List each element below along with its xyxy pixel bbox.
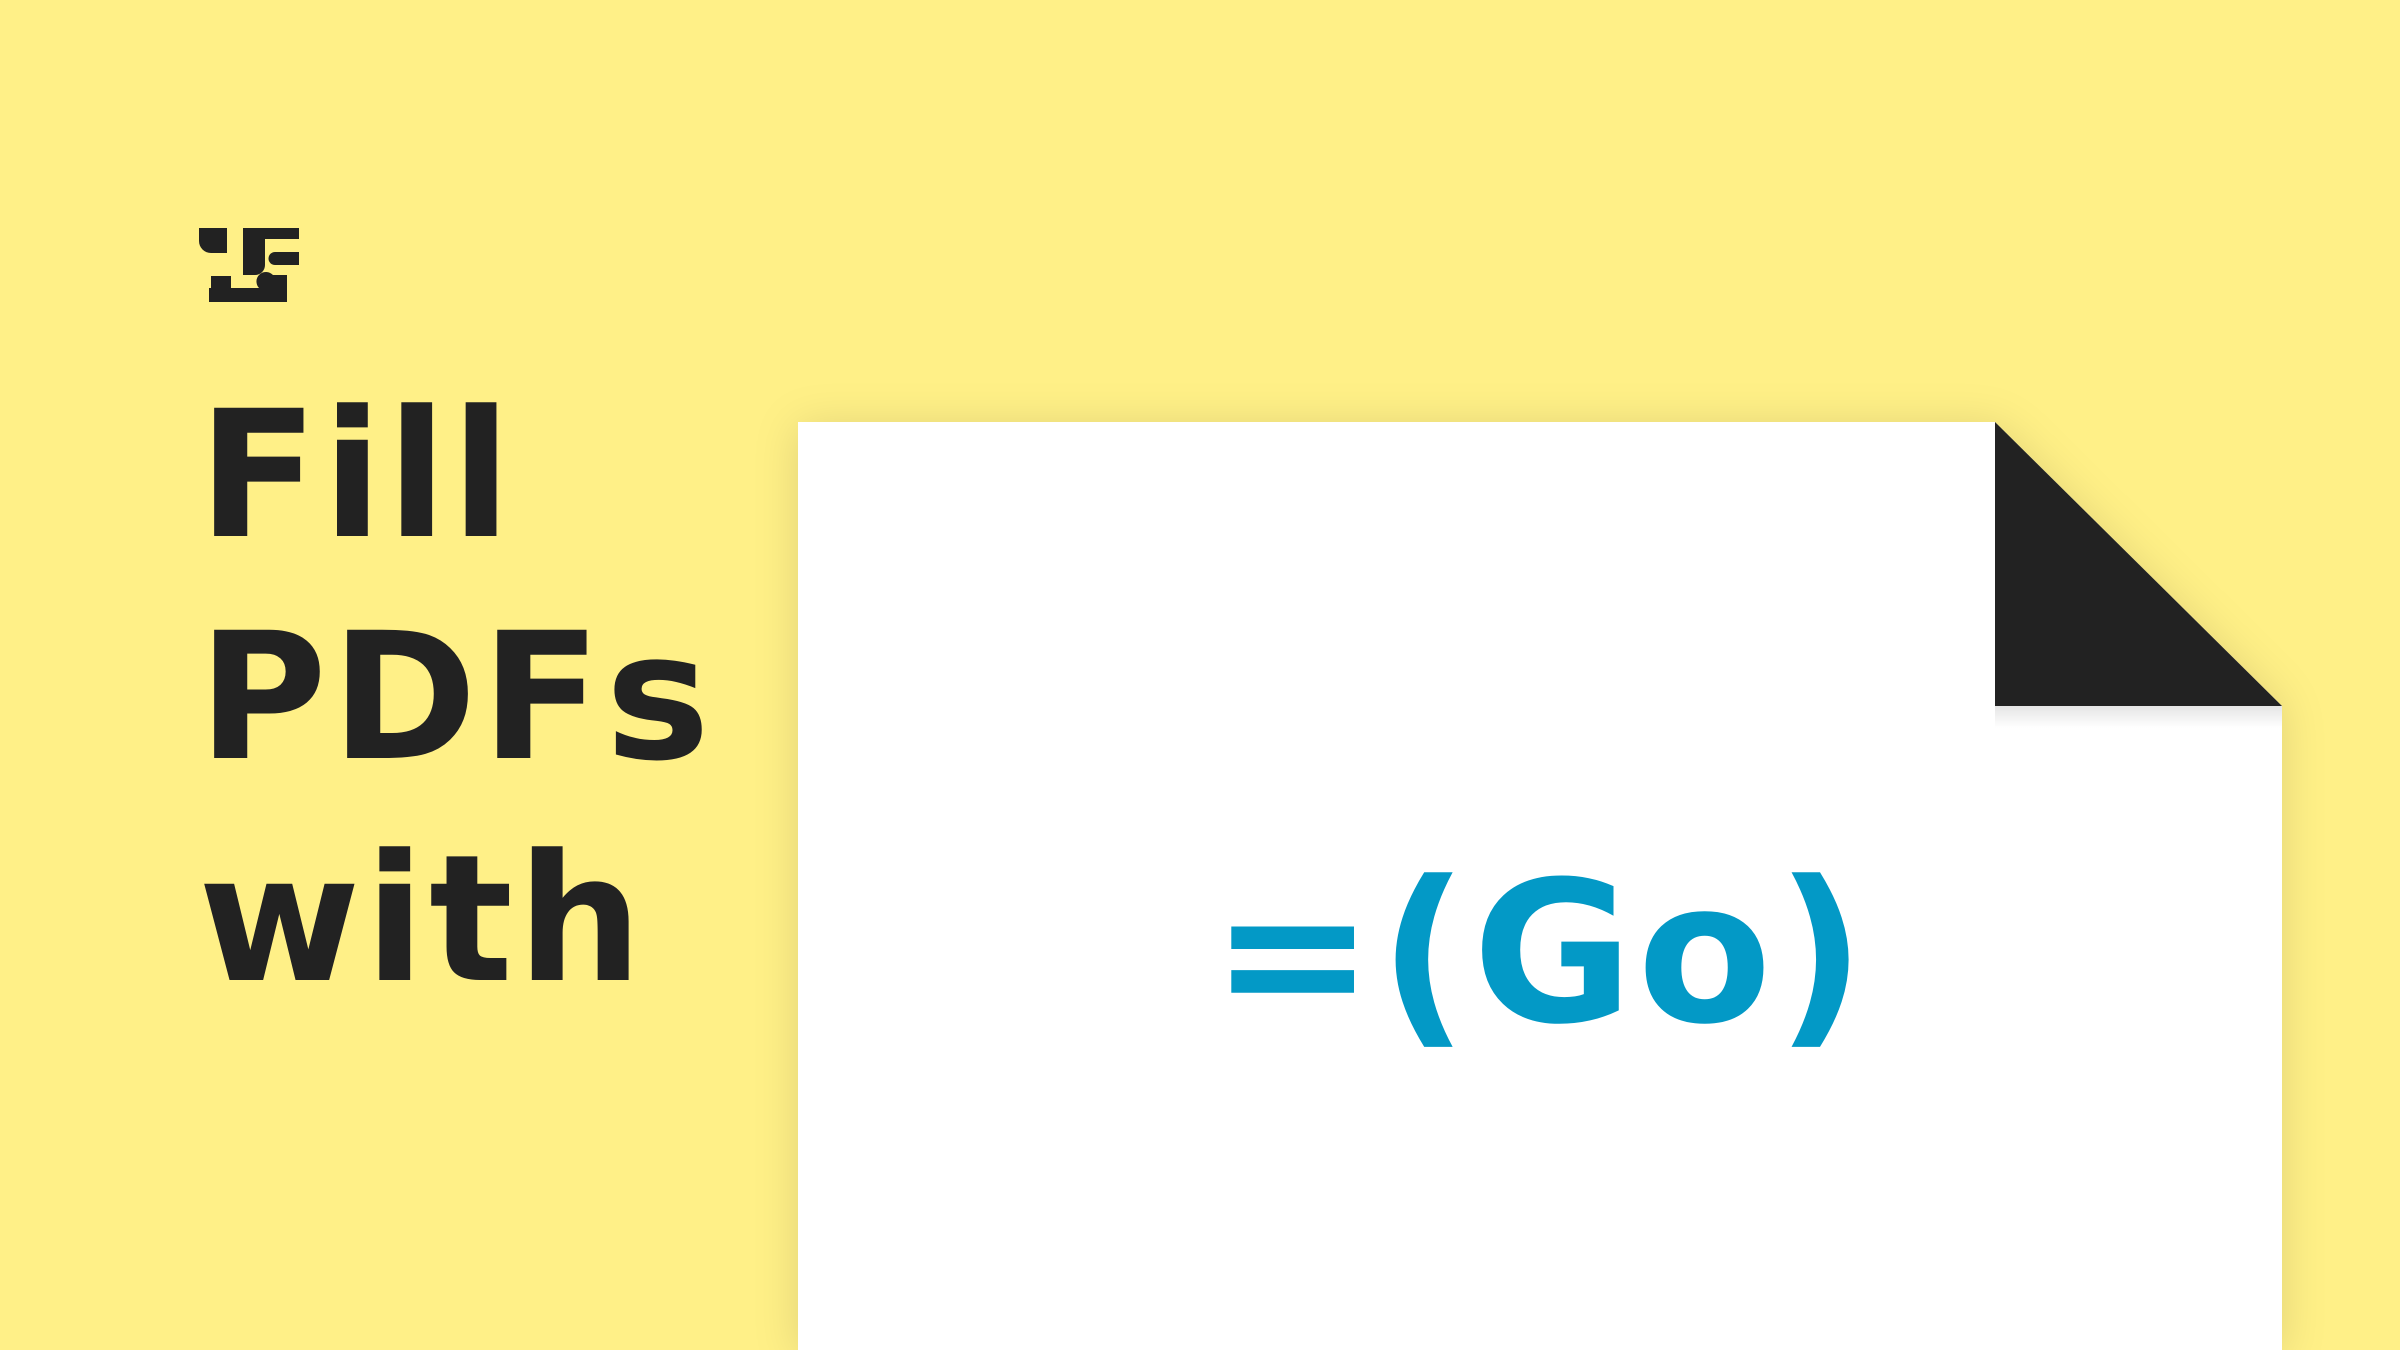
headline-line-2: PDFs: [198, 595, 715, 800]
pdf-page-illustration: =(Go): [798, 422, 2282, 1350]
folded-corner-shadow: [1995, 706, 2282, 728]
headline-line-3: with: [198, 817, 647, 1022]
ui-logo-icon: [197, 226, 305, 304]
headline-line-1: Fill: [198, 373, 516, 578]
folded-corner-icon: [1995, 422, 2282, 706]
headline: Fill PDFs with: [198, 373, 715, 1022]
go-formula: =(Go): [1210, 840, 1870, 1068]
